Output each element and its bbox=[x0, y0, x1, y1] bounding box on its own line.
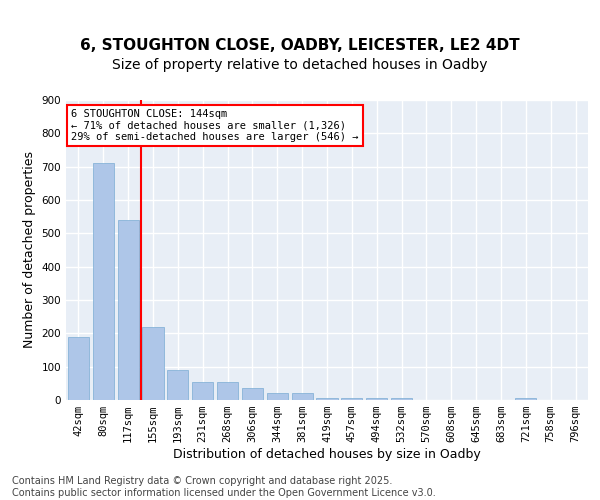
Text: 6 STOUGHTON CLOSE: 144sqm
← 71% of detached houses are smaller (1,326)
29% of se: 6 STOUGHTON CLOSE: 144sqm ← 71% of detac… bbox=[71, 109, 359, 142]
Bar bbox=[167, 370, 188, 400]
Bar bbox=[316, 398, 338, 400]
Bar bbox=[93, 164, 114, 400]
Bar bbox=[267, 394, 288, 400]
Bar bbox=[68, 336, 89, 400]
Bar bbox=[217, 382, 238, 400]
Text: Size of property relative to detached houses in Oadby: Size of property relative to detached ho… bbox=[112, 58, 488, 72]
Bar bbox=[192, 382, 213, 400]
Bar bbox=[515, 398, 536, 400]
X-axis label: Distribution of detached houses by size in Oadby: Distribution of detached houses by size … bbox=[173, 448, 481, 461]
Bar bbox=[292, 394, 313, 400]
Bar bbox=[391, 398, 412, 400]
Bar bbox=[142, 326, 164, 400]
Y-axis label: Number of detached properties: Number of detached properties bbox=[23, 152, 36, 348]
Bar bbox=[118, 220, 139, 400]
Bar bbox=[242, 388, 263, 400]
Text: 6, STOUGHTON CLOSE, OADBY, LEICESTER, LE2 4DT: 6, STOUGHTON CLOSE, OADBY, LEICESTER, LE… bbox=[80, 38, 520, 52]
Text: Contains HM Land Registry data © Crown copyright and database right 2025.
Contai: Contains HM Land Registry data © Crown c… bbox=[12, 476, 436, 498]
Bar bbox=[341, 398, 362, 400]
Bar bbox=[366, 398, 387, 400]
